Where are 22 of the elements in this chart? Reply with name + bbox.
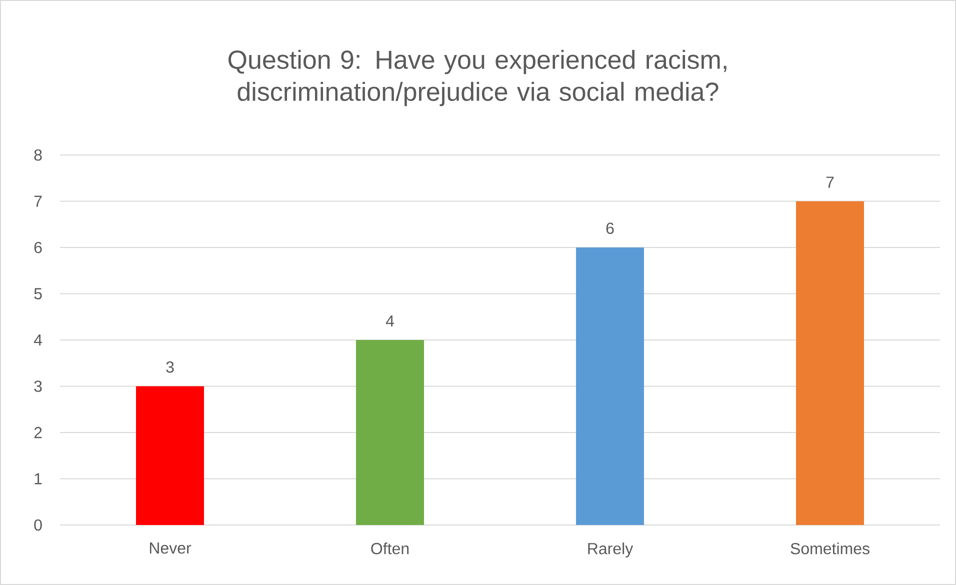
y-tick-label: 3 [34, 380, 42, 392]
data-label: 4 [386, 315, 394, 326]
y-tick-label: 1 [34, 473, 42, 484]
bar [136, 386, 204, 525]
x-tick-label: Sometimes [790, 542, 870, 554]
chart-title: Question 9: Have you experienced racism, discrimination/prejudice via social media? [228, 50, 726, 106]
x-tick-label: Never [150, 542, 192, 554]
y-tick-label: 5 [34, 288, 42, 300]
bar [356, 340, 424, 525]
data-label: 3 [166, 361, 174, 373]
x-tick-label: Often [371, 542, 409, 554]
data-label: 6 [606, 222, 614, 234]
y-tick-label: 0 [34, 519, 42, 531]
bar [796, 201, 864, 525]
y-tick-label: 7 [34, 196, 42, 207]
bar [576, 247, 644, 525]
y-tick-label: 6 [34, 242, 42, 254]
y-tick-label: 8 [34, 149, 42, 161]
y-tick-label: 2 [34, 426, 42, 438]
x-tick-label: Rarely [588, 542, 634, 558]
y-tick-label: 4 [34, 334, 42, 346]
data-label: 7 [826, 176, 834, 188]
